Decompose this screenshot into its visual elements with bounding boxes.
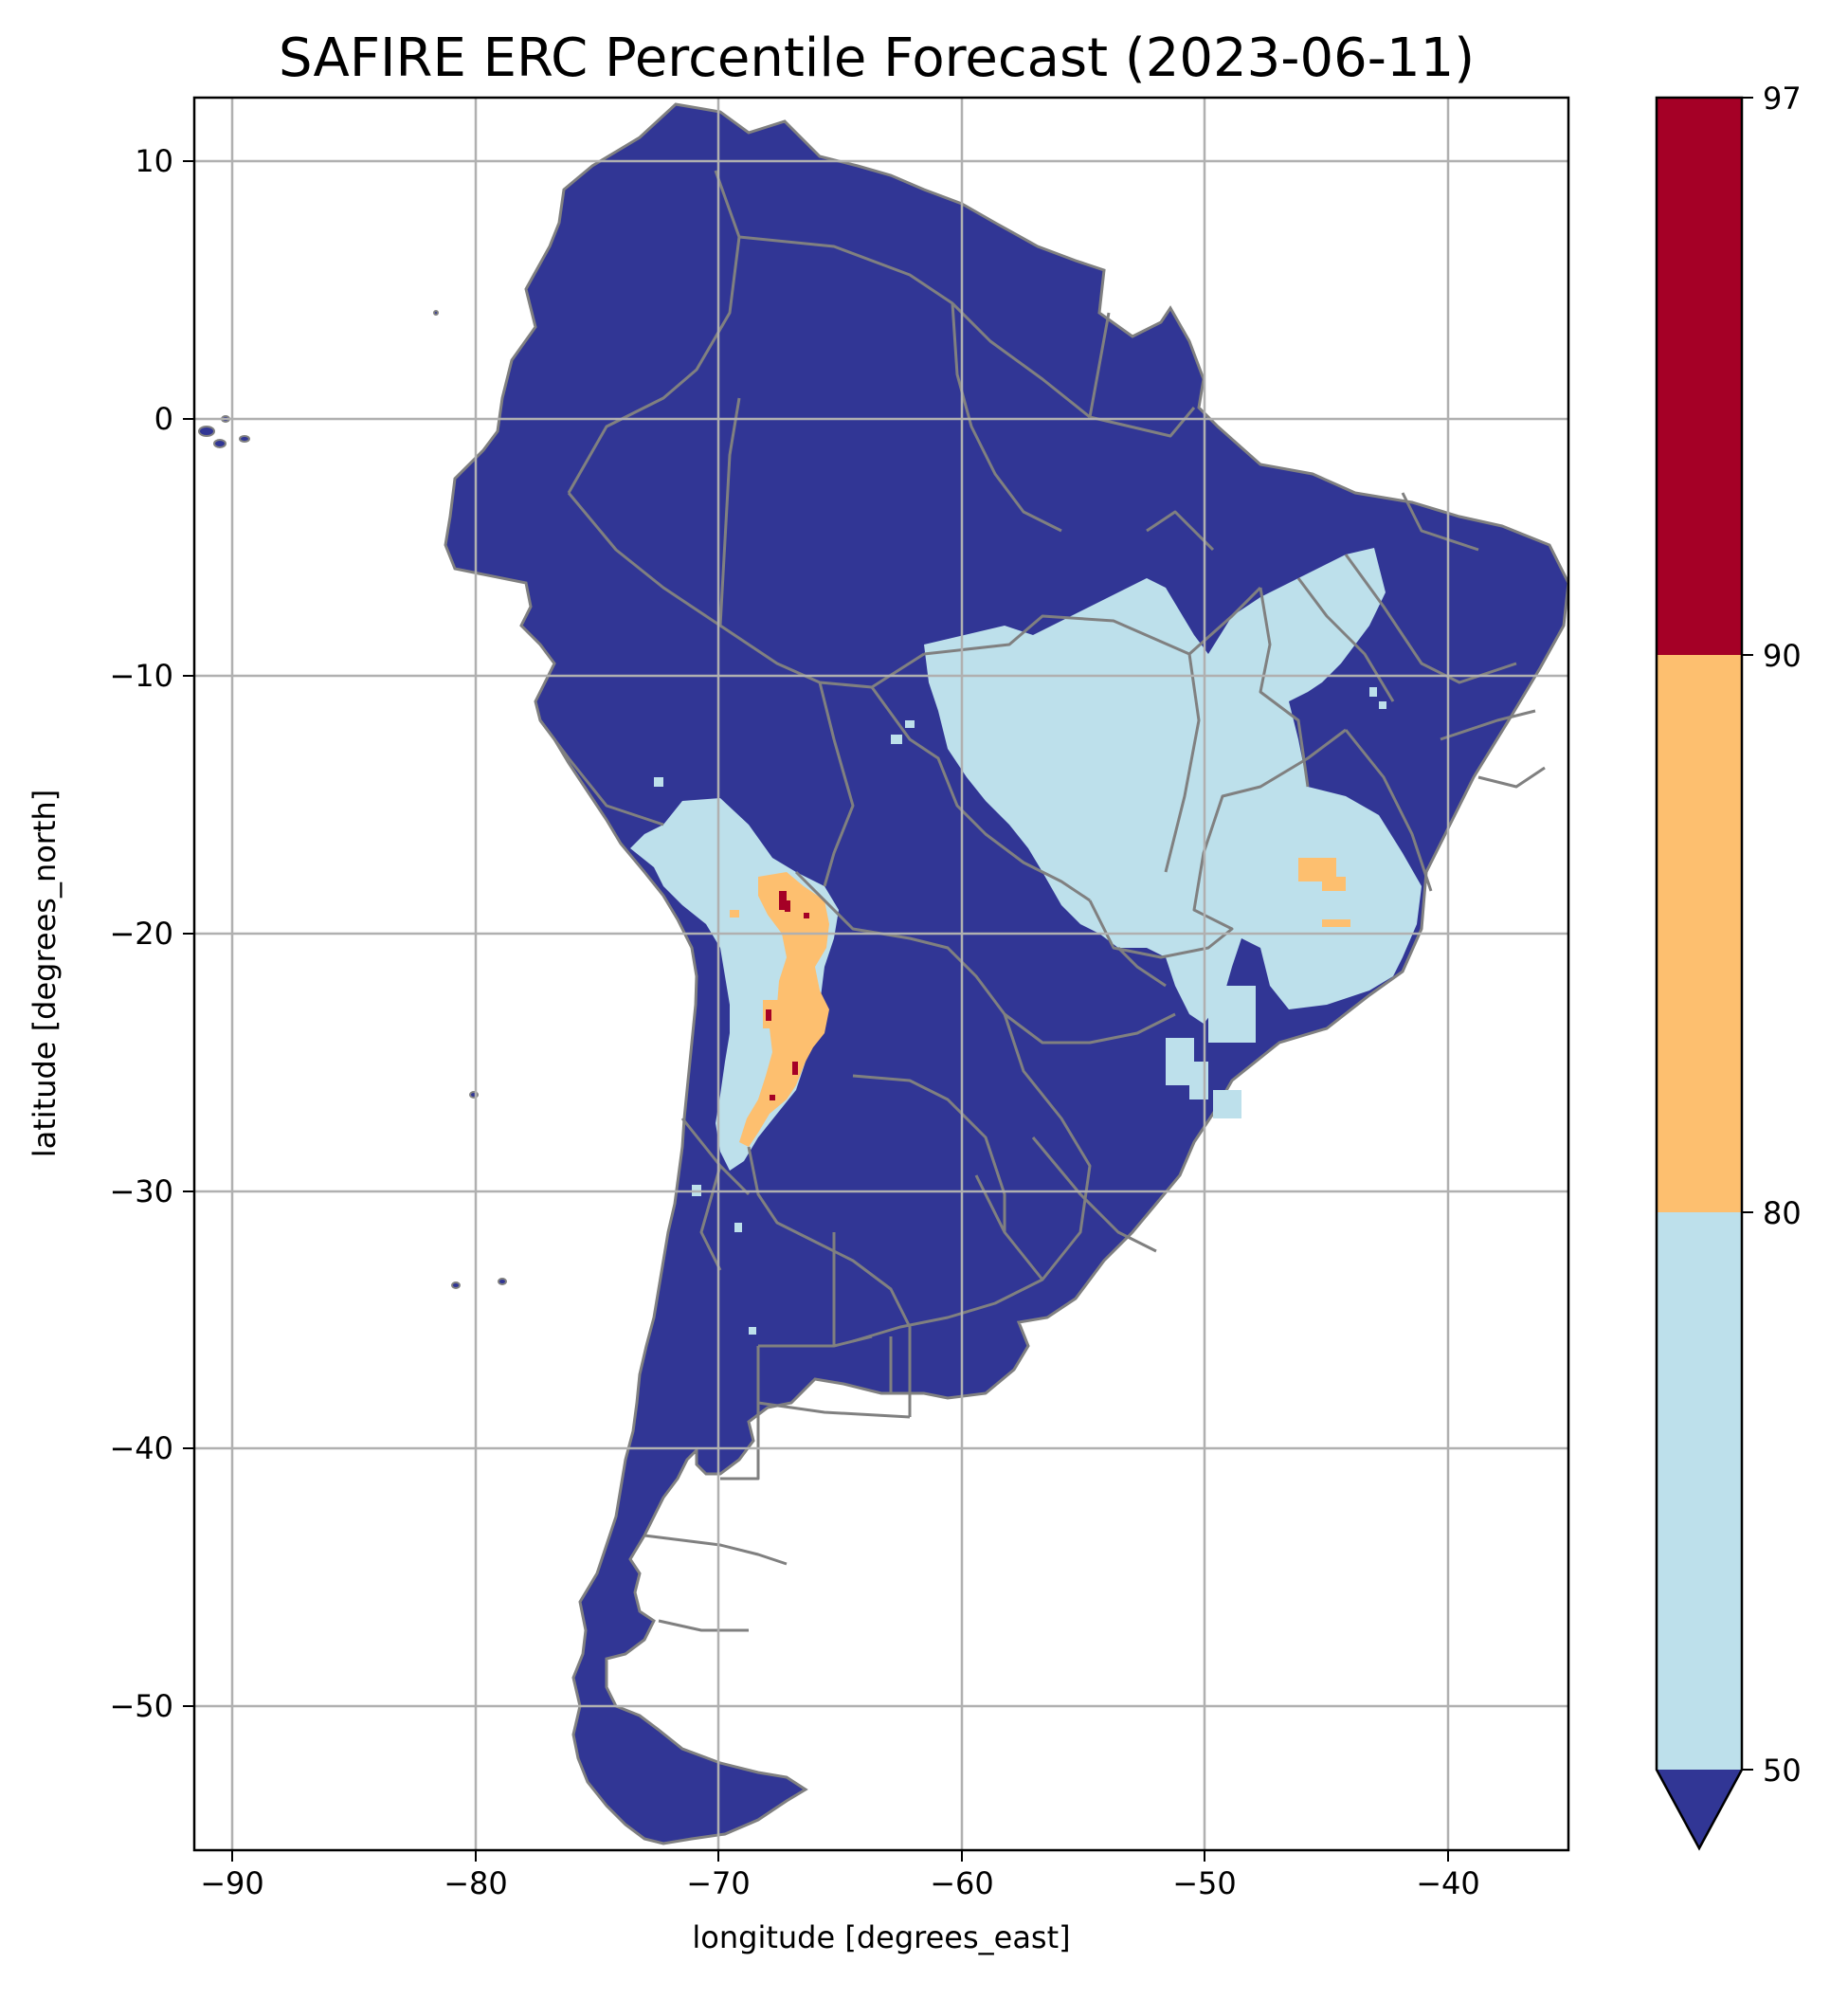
y-tick-label: −50 (109, 1688, 173, 1724)
x-tick-labels: −90 −80 −70 −60 −50 −40 (200, 1865, 1480, 1901)
map-frame (192, 96, 1570, 1852)
colorbar-tick-label: 50 (1763, 1753, 1802, 1789)
colorbar-tick-label: 90 (1763, 638, 1802, 674)
y-ticks (183, 160, 194, 1707)
percentile-90-97-patches (766, 891, 809, 1100)
admin-borders (538, 170, 1546, 1632)
x-tick-label: −90 (200, 1865, 264, 1901)
gridlines (194, 98, 1568, 1850)
y-axis-label: latitude [degrees_north] (27, 790, 63, 1158)
y-tick-label: −20 (109, 916, 173, 952)
colorbar-outline (1655, 96, 1744, 1851)
chart-title: SAFIRE ERC Percentile Forecast (2023-06-… (279, 27, 1475, 89)
y-tick-label: −40 (109, 1430, 173, 1466)
y-tick-label: 0 (154, 401, 173, 437)
colorbar-under-extension (1657, 1770, 1742, 1848)
x-tick-label: −40 (1416, 1865, 1480, 1901)
colorbar-band-80-90 (1657, 655, 1742, 1212)
colorbar: 97 90 80 50 (1655, 81, 1802, 1851)
y-tick-label: 10 (135, 143, 173, 179)
x-tick-label: −70 (686, 1865, 751, 1901)
colorbar-band-90-97 (1657, 98, 1742, 655)
x-ticks (231, 1850, 1449, 1862)
y-tick-labels: 10 0 −10 −20 −30 −40 −50 (109, 143, 173, 1724)
colorbar-ticks (1742, 97, 1753, 1771)
percentile-50-80-brazil (924, 548, 1422, 1024)
x-tick-label: −80 (444, 1865, 508, 1901)
colorbar-tick-label: 97 (1763, 81, 1802, 117)
colorbar-tick-label: 80 (1763, 1195, 1802, 1231)
x-axis-label: longitude [degrees_east] (692, 1919, 1070, 1955)
galapagos-islands (198, 415, 250, 448)
y-tick-label: −30 (109, 1173, 173, 1209)
colorbar-band-50-80 (1657, 1212, 1742, 1770)
map-axes: −90 −80 −70 −60 −50 −40 10 0 −10 −20 −30… (27, 96, 1570, 1955)
y-tick-label: −10 (109, 658, 173, 694)
x-tick-label: −60 (930, 1865, 994, 1901)
x-tick-label: −50 (1172, 1865, 1237, 1901)
